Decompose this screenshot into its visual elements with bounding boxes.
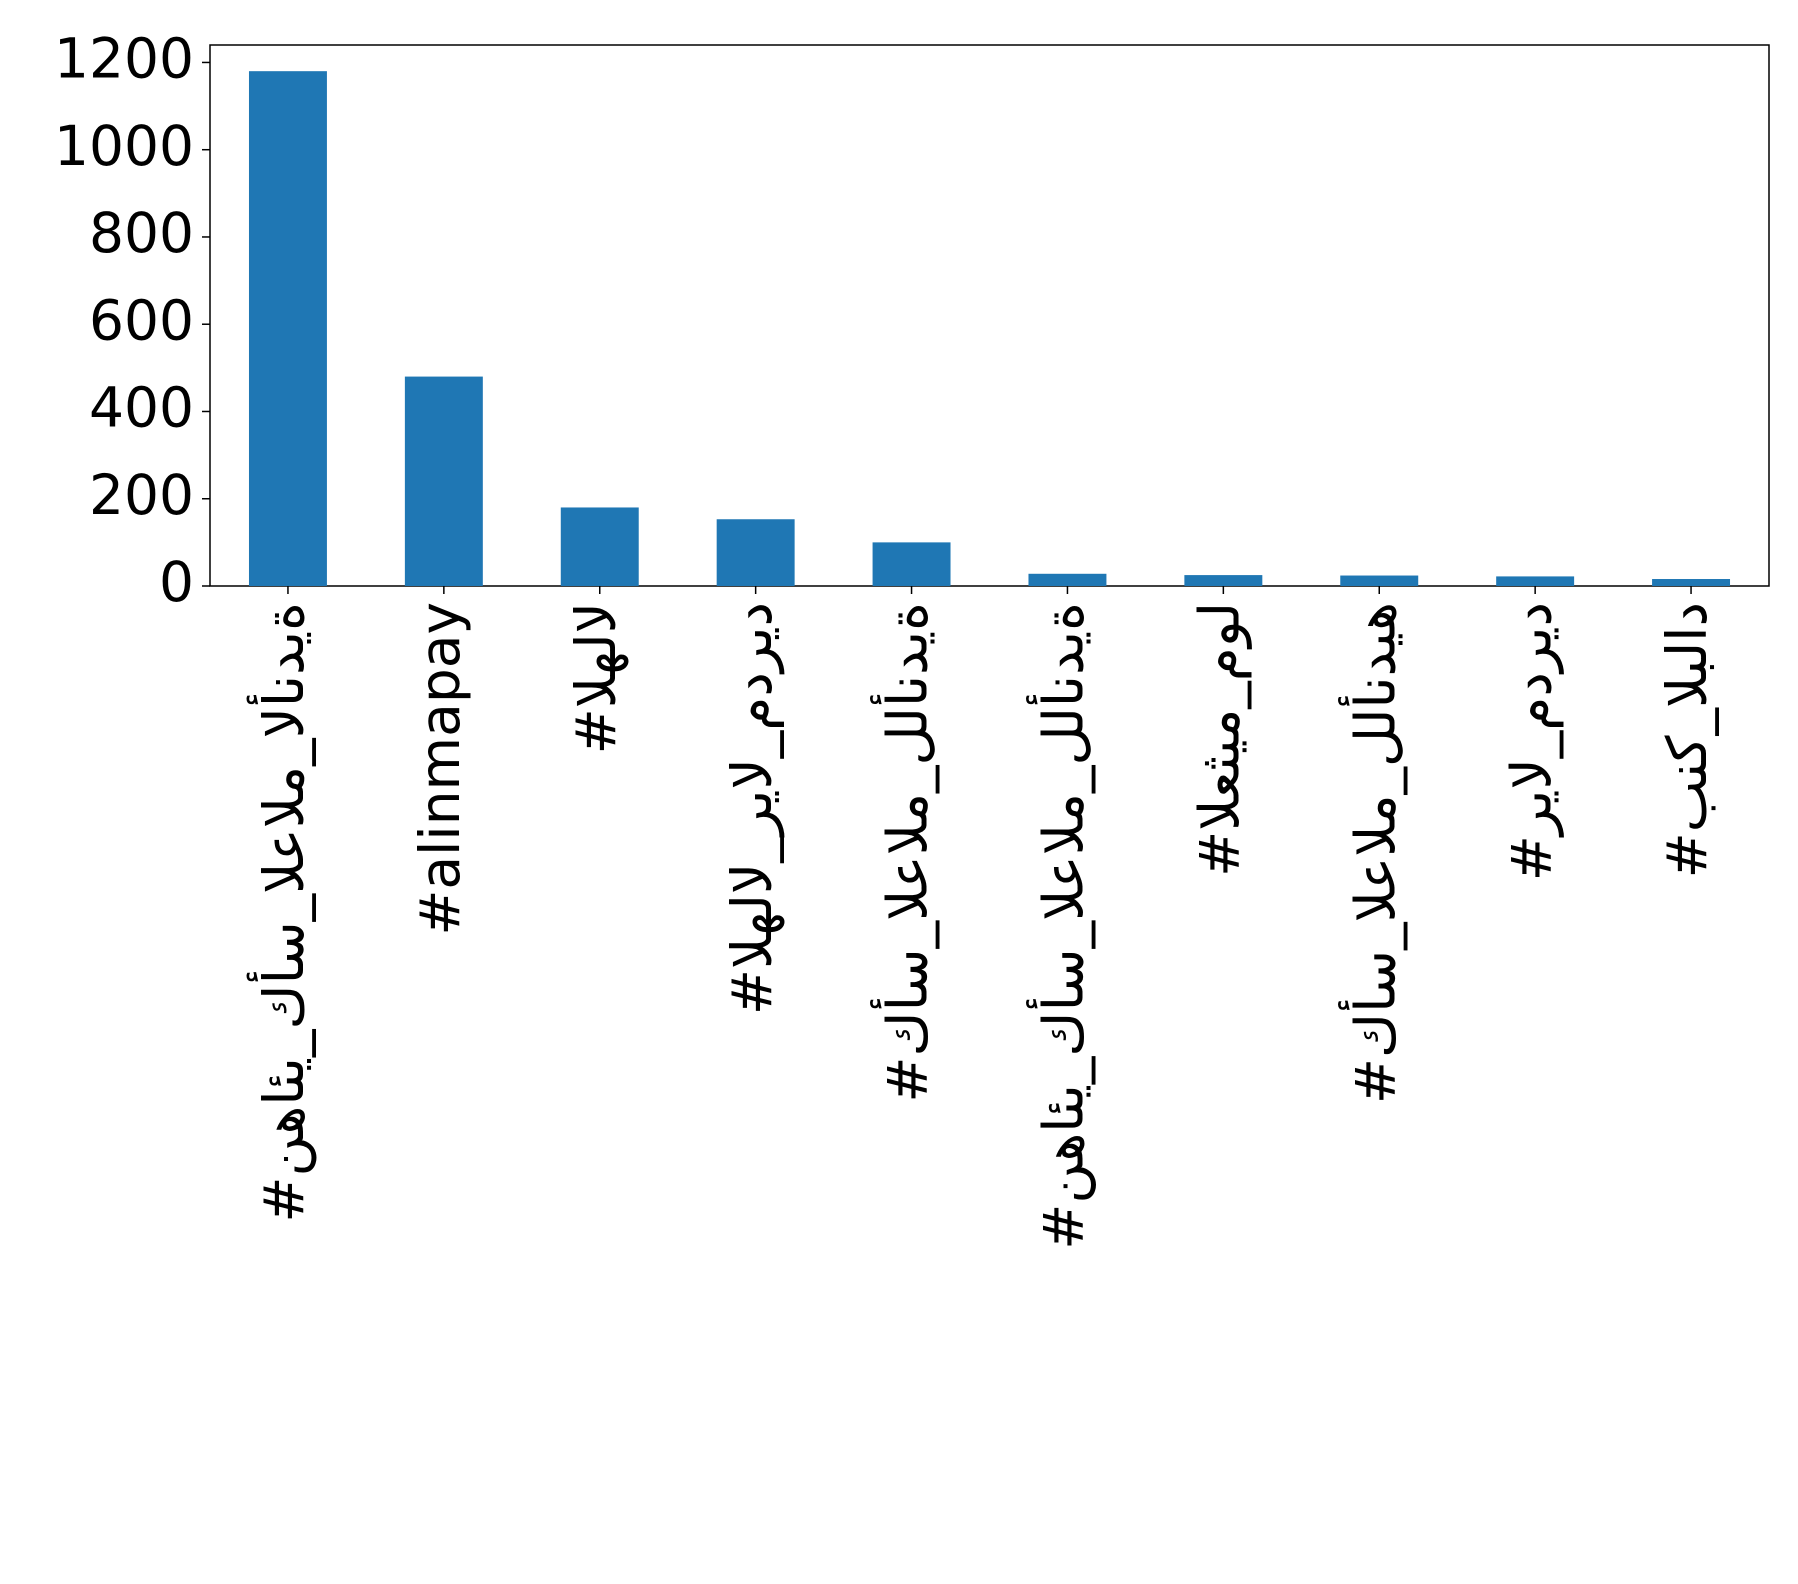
x-tick-label: #نهائي_كأس_العالم_الأندية [246,602,316,1223]
y-tick-label: 1000 [54,114,194,178]
x-tick-label: #ريال_مدريد [1499,602,1563,881]
x-tick-label: #العثيم_مول [1187,602,1251,877]
x-tick-label: #الهلال [564,602,629,754]
x-tick-label: #نهائي_كأس_العالم_للأندية [1026,602,1096,1250]
bar [1184,575,1263,586]
y-tick-label: 1200 [54,27,194,91]
plot-frame [209,44,1770,587]
bar [560,507,639,586]
y-tick-label: 400 [89,376,194,440]
x-tick-label: #alinmapay [408,602,472,936]
bar [1496,576,1575,586]
x-tick-label: #كأس_العالم_للأنديه [1337,602,1407,1104]
bar [1652,579,1731,586]
bar [872,542,951,586]
x-tick-label: #بنك_البلاد [1655,602,1719,878]
x-tick-label: #كأس_العالم_للأندية [870,602,940,1103]
bar [1028,573,1107,586]
bar [404,376,483,586]
bar [716,519,795,586]
y-tick-label: 800 [89,201,194,265]
bar [248,71,327,586]
y-tick-label: 600 [89,288,194,352]
x-tick-label: #الهلال_ريال_مدريد [720,602,785,1015]
bar [1340,575,1419,586]
y-tick-label: 0 [159,550,194,614]
y-tick-label: 200 [89,463,194,527]
